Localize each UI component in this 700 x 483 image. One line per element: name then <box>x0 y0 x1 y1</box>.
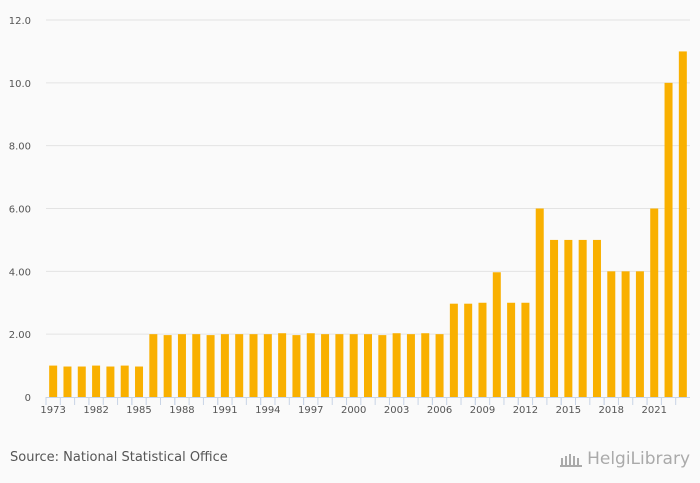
bar <box>292 335 301 397</box>
x-tick-label: 2003 <box>384 405 409 416</box>
bar <box>49 365 58 397</box>
bar <box>206 335 215 397</box>
bar <box>149 334 158 397</box>
x-tick-label: 2000 <box>341 405 366 416</box>
x-tick-label: 1997 <box>298 405 323 416</box>
library-building-icon <box>560 454 583 467</box>
bar <box>635 271 644 397</box>
bar <box>592 239 601 397</box>
x-tick-label: 2021 <box>641 405 666 416</box>
y-tick-label: 12.0 <box>9 16 31 27</box>
bar <box>163 335 172 397</box>
y-tick-label: 6.00 <box>9 205 31 216</box>
x-tick-label: 1994 <box>255 405 280 416</box>
bar <box>120 365 129 397</box>
x-tick-label: 1973 <box>40 405 65 416</box>
bar <box>421 333 430 397</box>
bar <box>306 333 315 397</box>
bar <box>378 335 387 397</box>
bar <box>578 239 587 397</box>
bar <box>63 366 72 397</box>
bar <box>507 302 516 397</box>
bar <box>478 302 487 397</box>
bar <box>177 334 186 397</box>
bar <box>335 334 344 397</box>
bar <box>349 334 358 397</box>
x-tick-label: 2009 <box>470 405 495 416</box>
bar <box>521 302 530 397</box>
y-tick-label: 0 <box>25 393 31 404</box>
x-tick-label: 1991 <box>212 405 237 416</box>
helgi-library-logo[interactable]: HelgiLibrary <box>559 449 690 469</box>
y-tick-label: 10.0 <box>9 79 31 90</box>
bar <box>392 333 401 397</box>
x-tick-label: 2015 <box>556 405 581 416</box>
bar <box>135 366 144 397</box>
y-tick-label: 4.00 <box>9 267 31 278</box>
x-tick-label: 2012 <box>513 405 538 416</box>
y-tick-label: 2.00 <box>9 330 31 341</box>
bar-chart: 0 2.00 4.00 6.00 8.00 10.0 12.0 1973 1982 1985 198… <box>9 16 690 416</box>
bar <box>92 365 101 397</box>
bar <box>235 334 244 397</box>
bar <box>678 51 687 398</box>
bar <box>621 271 630 397</box>
bar <box>220 334 229 397</box>
source-note: Source: National Statistical Office <box>10 450 228 465</box>
bar <box>278 333 287 397</box>
bar <box>263 334 272 397</box>
x-tick-label: 1988 <box>169 405 194 416</box>
bar <box>550 239 559 397</box>
bar <box>449 303 458 397</box>
bar <box>406 334 415 397</box>
x-tick-label: 1982 <box>83 405 108 416</box>
x-tick-label: 2006 <box>427 405 452 416</box>
bar <box>435 334 444 397</box>
bar <box>106 366 115 397</box>
bar <box>650 208 659 397</box>
bar <box>364 334 372 397</box>
bar <box>77 366 86 397</box>
x-tick-label: 1985 <box>126 405 151 416</box>
bar <box>249 334 258 397</box>
bar <box>607 271 616 397</box>
logo-text: HelgiLibrary <box>587 449 690 469</box>
bar <box>492 272 501 397</box>
bar <box>664 82 673 397</box>
bar <box>321 334 330 397</box>
bar <box>535 208 544 397</box>
bar <box>564 239 573 397</box>
y-tick-label: 8.00 <box>9 142 31 153</box>
x-tick-label: 2018 <box>599 405 624 416</box>
bar <box>464 303 473 397</box>
bar <box>192 334 201 397</box>
